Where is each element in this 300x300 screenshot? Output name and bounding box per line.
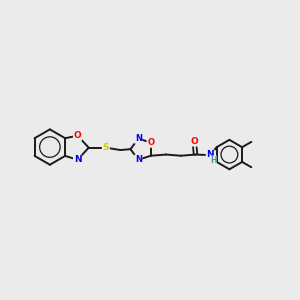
Text: N: N bbox=[135, 155, 142, 164]
Text: S: S bbox=[103, 143, 109, 152]
Text: N: N bbox=[206, 150, 214, 159]
Text: O: O bbox=[190, 137, 198, 146]
Text: O: O bbox=[147, 138, 154, 147]
Text: H: H bbox=[210, 156, 216, 165]
Text: N: N bbox=[74, 155, 81, 164]
Text: O: O bbox=[74, 131, 81, 140]
Text: N: N bbox=[135, 134, 142, 143]
